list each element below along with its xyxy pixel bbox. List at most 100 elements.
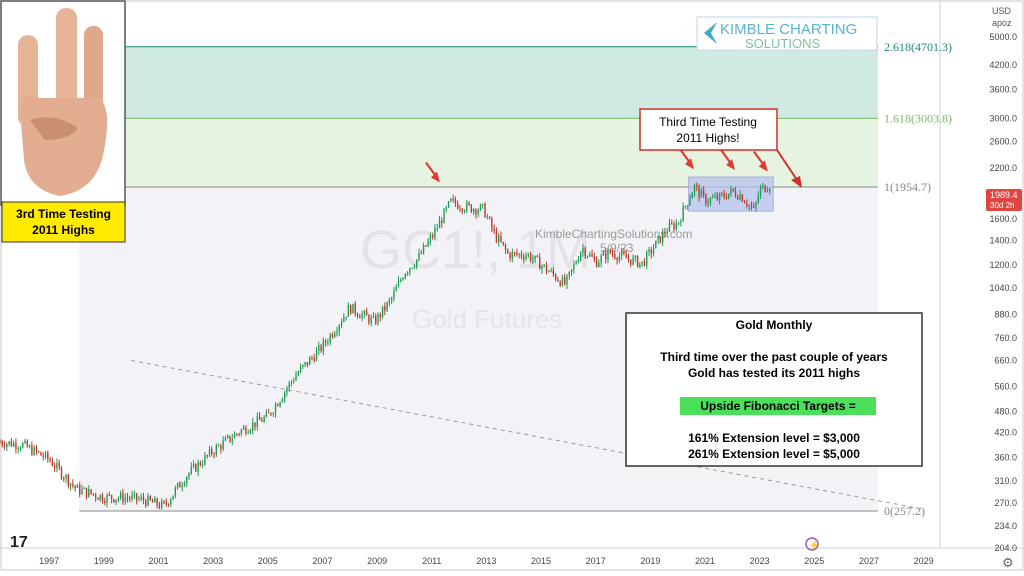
candle-body [6, 443, 8, 448]
info-highlight-bg [680, 397, 876, 415]
candle-body [436, 228, 438, 230]
candle-body [532, 259, 534, 261]
candle-body [288, 382, 290, 389]
candle-body [616, 258, 618, 261]
candle-body [83, 487, 85, 489]
candle-body [766, 190, 769, 192]
candle-body [664, 231, 666, 234]
candle-body [482, 203, 484, 205]
candle-body [377, 313, 379, 324]
lightning-icon-glyph: ⚡ [809, 539, 820, 551]
candle-body [40, 452, 42, 456]
x-tick-6: 2009 [367, 556, 387, 566]
candle-body [472, 209, 475, 213]
candle-body [646, 251, 648, 266]
candle-body [236, 433, 238, 435]
settings-gear-icon[interactable]: ⚙ [1002, 555, 1014, 570]
candle-body [160, 501, 163, 508]
callout-line1: Third Time Testing [659, 115, 757, 129]
candle-body [199, 462, 202, 466]
price-marker-value: 1989.4 [990, 190, 1018, 200]
candle-body [92, 493, 95, 495]
candle-body [388, 300, 391, 303]
candle-body [354, 303, 356, 314]
candle-body [315, 350, 318, 361]
candle-body [525, 255, 527, 260]
lightning-icon[interactable] [805, 537, 819, 551]
candle-body [156, 498, 158, 506]
candle-body [233, 433, 236, 439]
candle-body [682, 206, 684, 222]
fib-label-1: 1.618(3003.8) [884, 111, 952, 125]
candle-body [186, 476, 188, 484]
candle-body [67, 475, 70, 486]
kimble-logo-chevron-icon [704, 22, 717, 44]
candle-body [265, 412, 268, 417]
candle-body [425, 245, 427, 247]
candle-body [543, 264, 545, 266]
info-highlight: Upside Fibonacci Targets = [700, 399, 855, 413]
candle-body [318, 345, 320, 351]
candle-body [113, 498, 115, 503]
candle-body [488, 216, 491, 219]
candle-body [702, 190, 705, 195]
candle-body [573, 264, 575, 270]
candle-body [311, 357, 313, 359]
candle-body [222, 440, 224, 450]
candle-body [411, 267, 413, 269]
info-line1: Third time over the past couple of years [660, 350, 888, 364]
candle-body [167, 503, 170, 505]
candle-body [53, 465, 56, 468]
candle-body [509, 253, 511, 259]
candle-body [661, 231, 664, 243]
tradingview-logo: 17 [10, 534, 28, 551]
candle-body [322, 340, 325, 352]
x-tick-8: 2013 [476, 556, 496, 566]
x-tick-9: 2015 [531, 556, 551, 566]
candle-body [634, 256, 637, 258]
callout-pointer [776, 149, 798, 181]
candle-body [190, 466, 192, 474]
candle-body [434, 228, 436, 237]
candle-body [129, 498, 131, 500]
fib-label-0: 2.618(4701.3) [884, 40, 952, 54]
candle-body [183, 483, 186, 486]
candle-body [172, 495, 174, 500]
candle-body [534, 255, 536, 260]
y-tick-13: 560.0 [994, 382, 1017, 392]
candle-body [632, 257, 634, 265]
candle-body [10, 441, 13, 447]
candle-body [636, 256, 639, 267]
candle-body [263, 416, 265, 422]
candle-body [268, 412, 270, 414]
candle-body [347, 305, 350, 317]
arrow-head-0 [430, 171, 440, 183]
x-tick-13: 2023 [750, 556, 770, 566]
candle-body [602, 252, 605, 256]
candle-body [352, 303, 354, 314]
y-tick-15: 420.0 [994, 428, 1017, 438]
candle-body [297, 372, 300, 376]
candle-body [696, 185, 698, 187]
candle-body [750, 205, 753, 207]
site-watermark: KimbleChartingSolutions.com [535, 227, 692, 241]
x-tick-7: 2011 [422, 556, 441, 566]
candle-body [147, 495, 149, 506]
candle-body [117, 498, 120, 500]
candle-body [8, 441, 10, 444]
y-tick-18: 270.0 [994, 498, 1017, 508]
candle-body [639, 262, 641, 267]
candle-body [386, 302, 388, 311]
candle-body [47, 452, 49, 459]
candle-body [279, 402, 281, 407]
scale-label: apoz [992, 18, 1012, 28]
info-box-frame [625, 312, 923, 467]
candle-body [611, 252, 614, 255]
candle-body [511, 252, 514, 259]
candle-body [497, 235, 500, 242]
candle-body [716, 195, 718, 200]
candle-body [427, 241, 429, 247]
candle-body [122, 492, 124, 502]
candle-body [12, 442, 15, 447]
